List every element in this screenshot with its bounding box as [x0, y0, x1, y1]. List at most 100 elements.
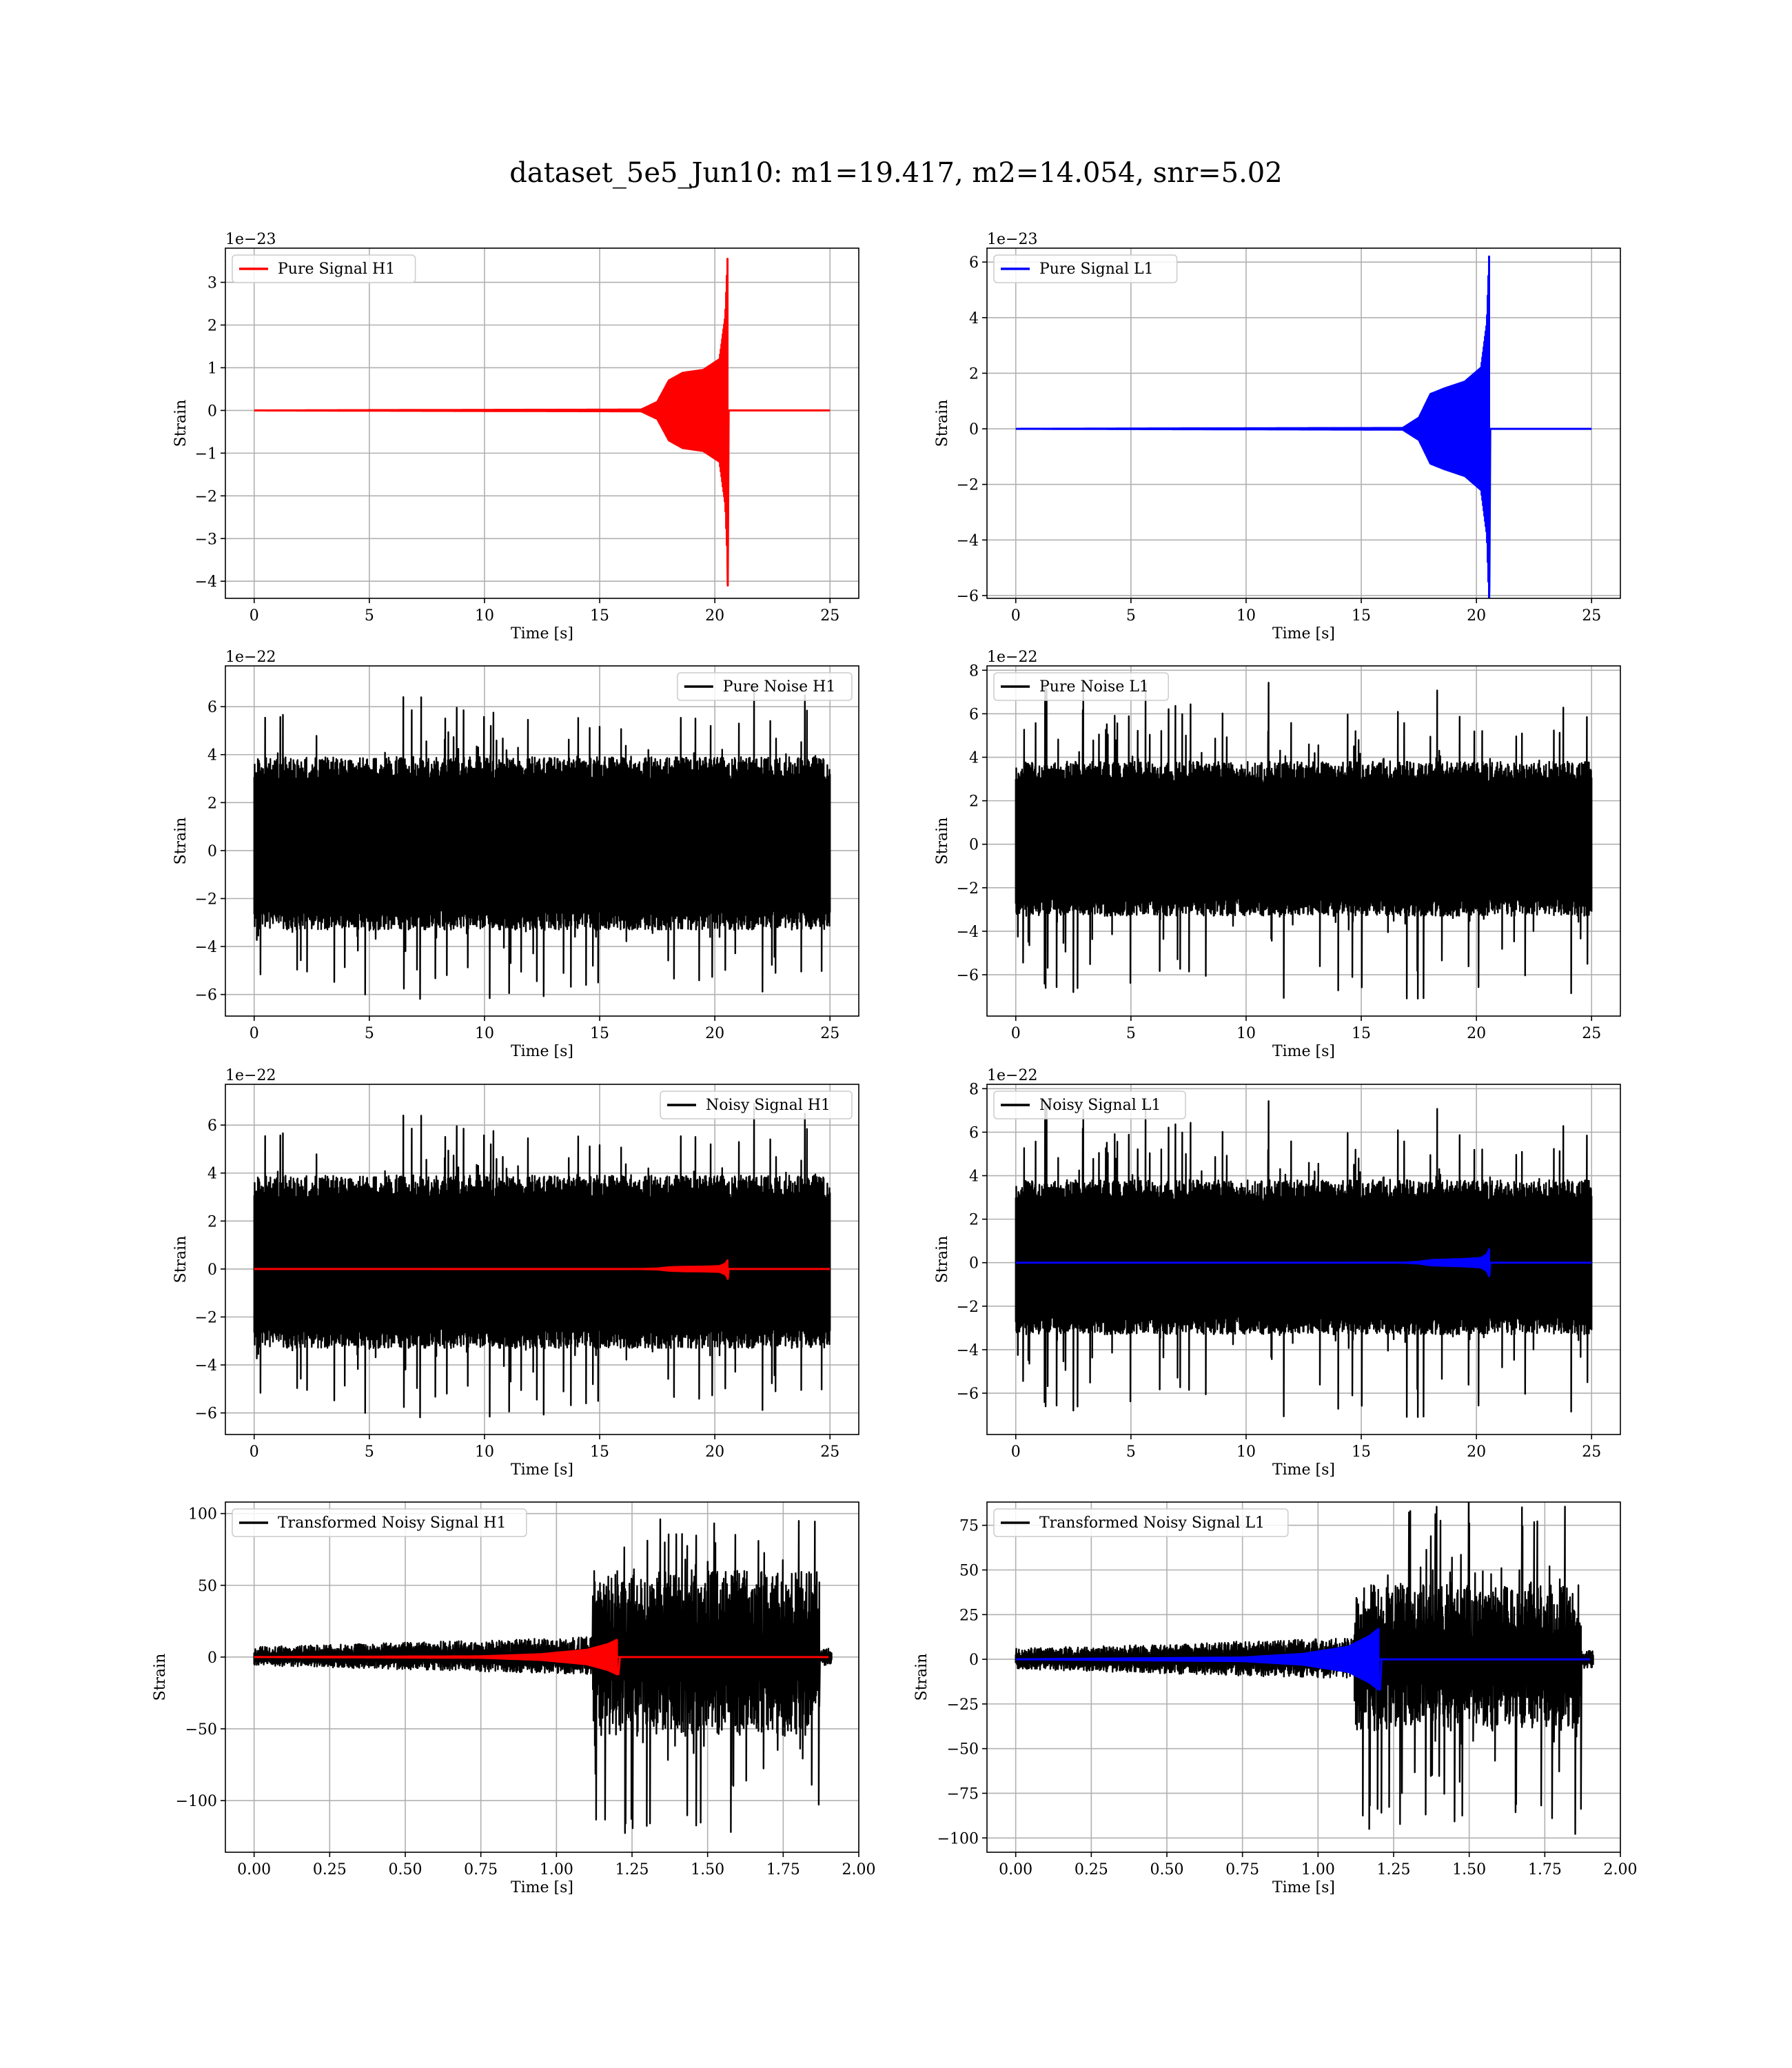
- x-tick-label: 1.25: [615, 1861, 649, 1878]
- legend-box: [232, 254, 416, 283]
- legend-label: Pure Signal L1: [1039, 261, 1154, 278]
- x-tick-label: 0.25: [1075, 1861, 1108, 1878]
- y-tick-label: 0: [969, 1255, 979, 1273]
- x-tick-label: 1.00: [1301, 1861, 1335, 1878]
- y-tick-label: −6: [195, 1406, 217, 1423]
- x-tick-label: 25: [820, 607, 839, 625]
- x-tick-label: 20: [1467, 1025, 1486, 1042]
- x-tick-label: 0.50: [1150, 1861, 1184, 1878]
- y-tick-label: 4: [207, 747, 217, 764]
- x-tick-label: 20: [1467, 607, 1486, 625]
- legend-box: [660, 1091, 853, 1119]
- series-line-main: [254, 258, 831, 587]
- x-tick-label: 0.75: [464, 1861, 498, 1878]
- subplot-noisy-signal-h1: 0 5 10 15 20 25 −6 −4 −2 0 2 4 6 Time [s] Strain 1e−22 N…: [172, 1067, 859, 1479]
- subplot-transformed-h1: 0.00 0.25 0.50 0.75 1.00 1.25 1.50 1.75 2.00 −100…: [152, 1501, 876, 1896]
- y-tick-label: −1: [195, 445, 217, 463]
- x-tick-label: 15: [1352, 1443, 1371, 1461]
- x-axis-label: Time [s]: [1272, 1043, 1335, 1060]
- legend: Transformed Noisy Signal H1: [232, 1508, 527, 1537]
- y-tick-label: −2: [195, 891, 217, 909]
- axes-frame: [225, 1084, 859, 1435]
- y-tick-label: −6: [957, 588, 979, 605]
- y-tick-label: −6: [957, 1386, 979, 1403]
- axes-frame: [225, 1501, 859, 1853]
- y-axis-label: Strain: [172, 1236, 190, 1284]
- axes-frame: [986, 247, 1621, 599]
- x-tick-label: 15: [590, 1025, 609, 1042]
- y-tick-label: −100: [176, 1793, 217, 1810]
- legend-label: Transformed Noisy Signal H1: [278, 1514, 507, 1532]
- x-tick-label: 1.75: [1528, 1861, 1562, 1878]
- y-tick-label: −2: [195, 488, 217, 505]
- y-tick-label: 6: [207, 699, 217, 716]
- y-axis-label: Strain: [934, 818, 951, 865]
- series-line-main: [253, 1102, 831, 1419]
- y-tick-label: 1: [207, 360, 217, 377]
- axis-offset-text: 1e−22: [225, 649, 276, 666]
- y-tick-label: 100: [188, 1506, 217, 1523]
- y-tick-label: −6: [957, 967, 979, 984]
- x-tick-label: 1.00: [540, 1861, 573, 1878]
- y-tick-label: −4: [195, 939, 217, 956]
- y-tick-label: −2: [957, 477, 979, 494]
- y-tick-label: −3: [195, 531, 217, 548]
- y-tick-label: 25: [959, 1607, 979, 1624]
- series-line-main: [1015, 255, 1592, 598]
- y-tick-label: 2: [969, 365, 979, 383]
- axis-offset-text: 1e−22: [987, 649, 1037, 666]
- y-axis-label: Strain: [152, 1654, 169, 1701]
- y-tick-label: 6: [969, 1124, 979, 1142]
- x-axis-label: Time [s]: [1272, 625, 1335, 642]
- legend-box: [232, 1508, 527, 1537]
- x-tick-label: 0.00: [999, 1861, 1032, 1878]
- x-tick-label: 2.00: [842, 1861, 876, 1878]
- legend: Noisy Signal H1: [660, 1091, 853, 1119]
- subplot-pure-noise-l1: 0 5 10 15 20 25 −6 −4 −2 0 2 4 6 8 Time [s] Strain 1e−22…: [934, 649, 1621, 1060]
- plot-area: [1015, 682, 1593, 1000]
- y-tick-label: 0: [207, 1650, 217, 1667]
- y-axis-label: Strain: [172, 400, 190, 447]
- y-axis-label: Strain: [934, 1236, 951, 1284]
- axis-offset-text: 1e−23: [987, 231, 1037, 248]
- y-tick-label: 4: [969, 750, 979, 767]
- series-line-main: [253, 1518, 833, 1834]
- axes-frame: [225, 247, 859, 599]
- plot-area: [253, 684, 831, 1000]
- plot-area: [1015, 255, 1592, 598]
- axes-frame: [986, 665, 1621, 1017]
- axis-offset-text: 1e−23: [225, 231, 276, 248]
- y-axis-label: Strain: [934, 400, 951, 447]
- x-tick-label: 1.50: [691, 1861, 724, 1878]
- x-tick-label: 5: [1126, 1025, 1136, 1042]
- x-tick-label: 10: [1236, 1025, 1256, 1042]
- figure-title: dataset_5e5_Jun10: m1=19.417, m2=14.054,…: [509, 157, 1283, 189]
- x-tick-label: 2.00: [1604, 1861, 1638, 1878]
- x-tick-label: 5: [365, 607, 374, 625]
- x-tick-label: 0: [250, 1025, 259, 1042]
- legend-box: [677, 672, 853, 701]
- x-tick-label: 1.75: [766, 1861, 800, 1878]
- legend-label: Noisy Signal L1: [1039, 1097, 1161, 1114]
- x-tick-label: 10: [475, 607, 494, 625]
- y-tick-label: 3: [207, 275, 217, 292]
- axis-offset-text: 1e−22: [987, 1067, 1037, 1084]
- x-tick-label: 15: [590, 607, 609, 625]
- x-tick-label: 0: [1011, 607, 1021, 625]
- y-tick-label: 4: [969, 1168, 979, 1186]
- legend: Pure Noise H1: [677, 672, 853, 701]
- x-tick-label: 1.50: [1452, 1861, 1486, 1878]
- y-tick-label: −6: [195, 987, 217, 1004]
- axes-frame: [225, 665, 859, 1017]
- y-tick-label: 2: [207, 795, 217, 812]
- x-tick-label: 0: [250, 607, 259, 625]
- x-tick-label: 10: [475, 1443, 494, 1461]
- x-tick-label: 25: [1582, 1025, 1601, 1042]
- y-tick-label: 6: [969, 706, 979, 723]
- series-line-overlay: [1015, 1248, 1592, 1277]
- y-axis-label: Strain: [172, 818, 190, 865]
- y-tick-label: −4: [957, 1342, 979, 1359]
- y-tick-label: −2: [195, 1310, 217, 1327]
- y-tick-label: −4: [957, 532, 979, 549]
